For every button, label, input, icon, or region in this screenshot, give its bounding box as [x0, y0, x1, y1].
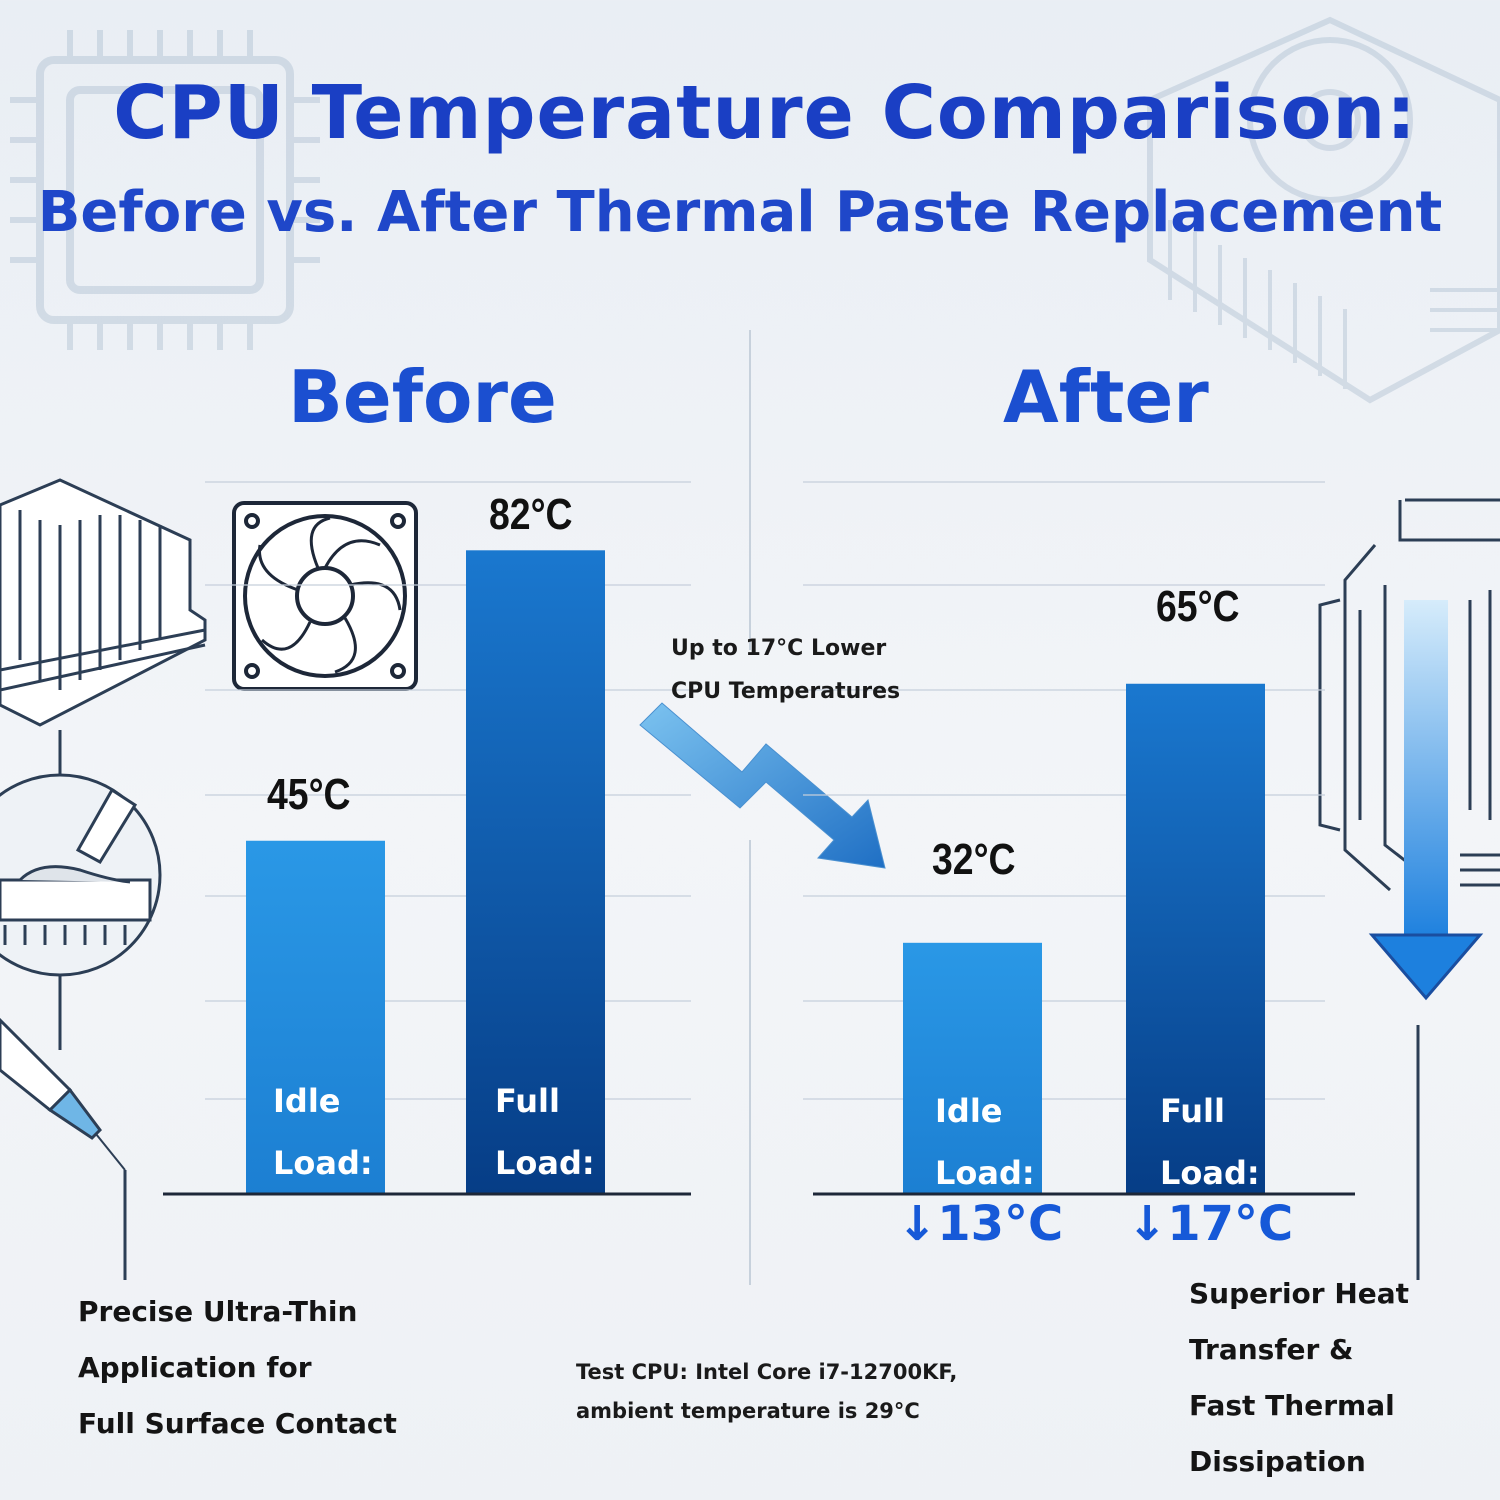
after-idle-bar	[903, 942, 1042, 1194]
after-idle-value-label: 32°C	[932, 835, 1016, 884]
idle-reduction-label: ↓13°C	[897, 1196, 1064, 1252]
cpu-chip-icon	[10, 30, 320, 350]
before-idle-category-label: Idle Load:	[273, 1082, 373, 1182]
before-full-value-label: 82°C	[489, 490, 573, 539]
syringe-icon	[0, 1017, 127, 1280]
down-arrow-icon	[1368, 600, 1484, 1001]
paste-application-icon	[0, 773, 162, 977]
before-full-bar	[466, 550, 605, 1194]
left-caption: Precise Ultra-Thin Application for Full …	[78, 1295, 397, 1440]
improvement-annotation: Up to 17°C Lower CPU Temperatures	[671, 636, 901, 704]
after-full-category-label: Full Load:	[1160, 1092, 1260, 1192]
before-heading: Before	[288, 355, 557, 439]
test-note: Test CPU: Intel Core i7-12700KF, ambient…	[576, 1360, 958, 1423]
right-caption: Superior Heat Transfer & Fast Thermal Di…	[1189, 1277, 1410, 1478]
heatsink-icon	[0, 478, 207, 727]
before-idle-bar	[246, 840, 385, 1194]
page-subtitle: Before vs. After Thermal Paste Replaceme…	[37, 180, 1443, 245]
before-idle-value-label: 45°C	[267, 770, 351, 819]
after-heading: After	[1003, 355, 1209, 439]
after-full-value-label: 65°C	[1156, 582, 1240, 631]
heatsink-fan-icon	[1147, 16, 1500, 404]
after-full-bar	[1126, 683, 1265, 1194]
before-full-category-label: Full Load:	[495, 1082, 595, 1182]
full-reduction-label: ↓17°C	[1127, 1196, 1294, 1252]
case-fan-icon	[232, 501, 418, 691]
after-idle-category-label: Idle Load:	[935, 1092, 1035, 1192]
page-title: CPU Temperature Comparison:	[113, 70, 1417, 156]
zigzag-down-arrow-icon	[639, 702, 886, 869]
